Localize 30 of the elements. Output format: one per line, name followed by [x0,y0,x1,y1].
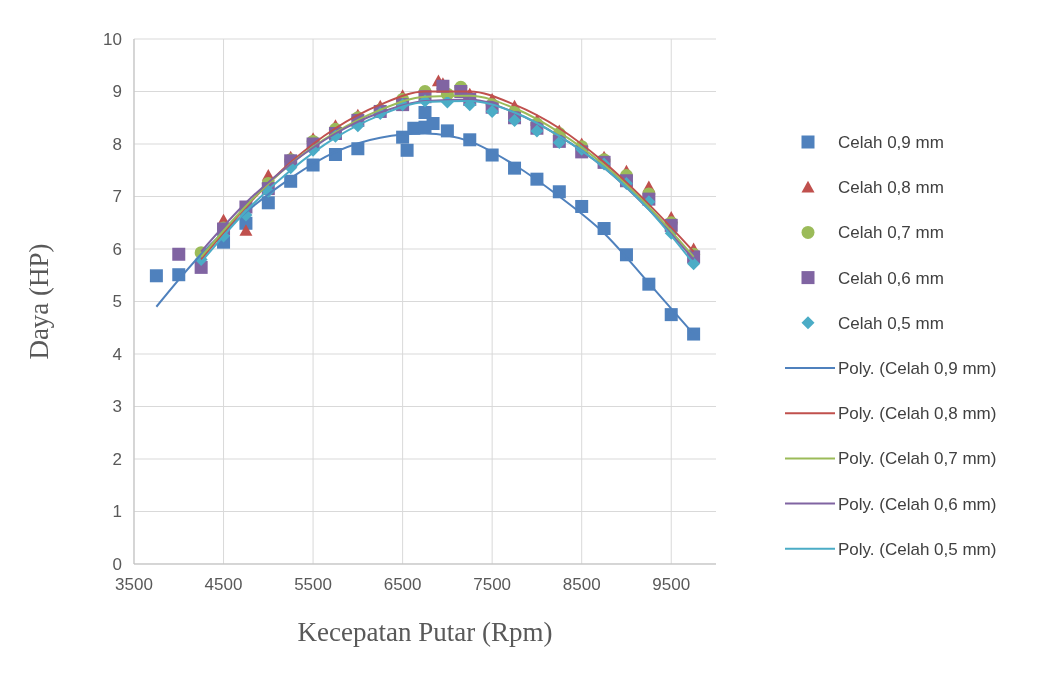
y-tick-label: 3 [112,397,122,417]
x-tick-label: 6500 [383,575,422,594]
legend-label: Poly. (Celah 0,9 mm) [838,358,997,378]
y-tick-label: 8 [112,134,122,154]
x-tick-label: 9500 [652,575,691,594]
y-axis-title: Daya (HP) [24,243,54,360]
legend-label: Celah 0,7 mm [838,223,944,243]
x-tick-label: 4500 [204,575,243,594]
y-tick-label: 9 [112,82,122,102]
legend-label: Poly. (Celah 0,5 mm) [838,539,997,559]
legend-label: Celah 0,6 mm [838,268,944,288]
y-tick-label: 6 [112,239,122,259]
x-tick-label: 5500 [294,575,332,594]
legend-label: Poly. (Celah 0,6 mm) [838,494,997,514]
y-tick-label: 2 [112,449,122,469]
legend-label: Poly. (Celah 0,8 mm) [838,404,997,424]
legend-label: Celah 0,5 mm [838,313,944,333]
y-tick-label: 0 [112,554,122,574]
y-tick-label: 5 [112,292,122,312]
legend-label: Celah 0,8 mm [838,178,944,198]
x-tick-label: 8500 [562,575,601,594]
x-axis-title: Kecepatan Putar (Rpm) [297,617,553,647]
y-tick-label: 1 [112,502,122,522]
y-tick-label: 10 [103,29,122,49]
x-tick-label: 7500 [473,575,512,594]
legend-label: Poly. (Celah 0,7 mm) [838,449,997,469]
legend-label: Celah 0,9 mm [838,132,944,152]
x-tick-label: 3500 [115,575,153,594]
y-tick-label: 4 [112,344,122,364]
y-tick-label: 7 [112,187,122,207]
